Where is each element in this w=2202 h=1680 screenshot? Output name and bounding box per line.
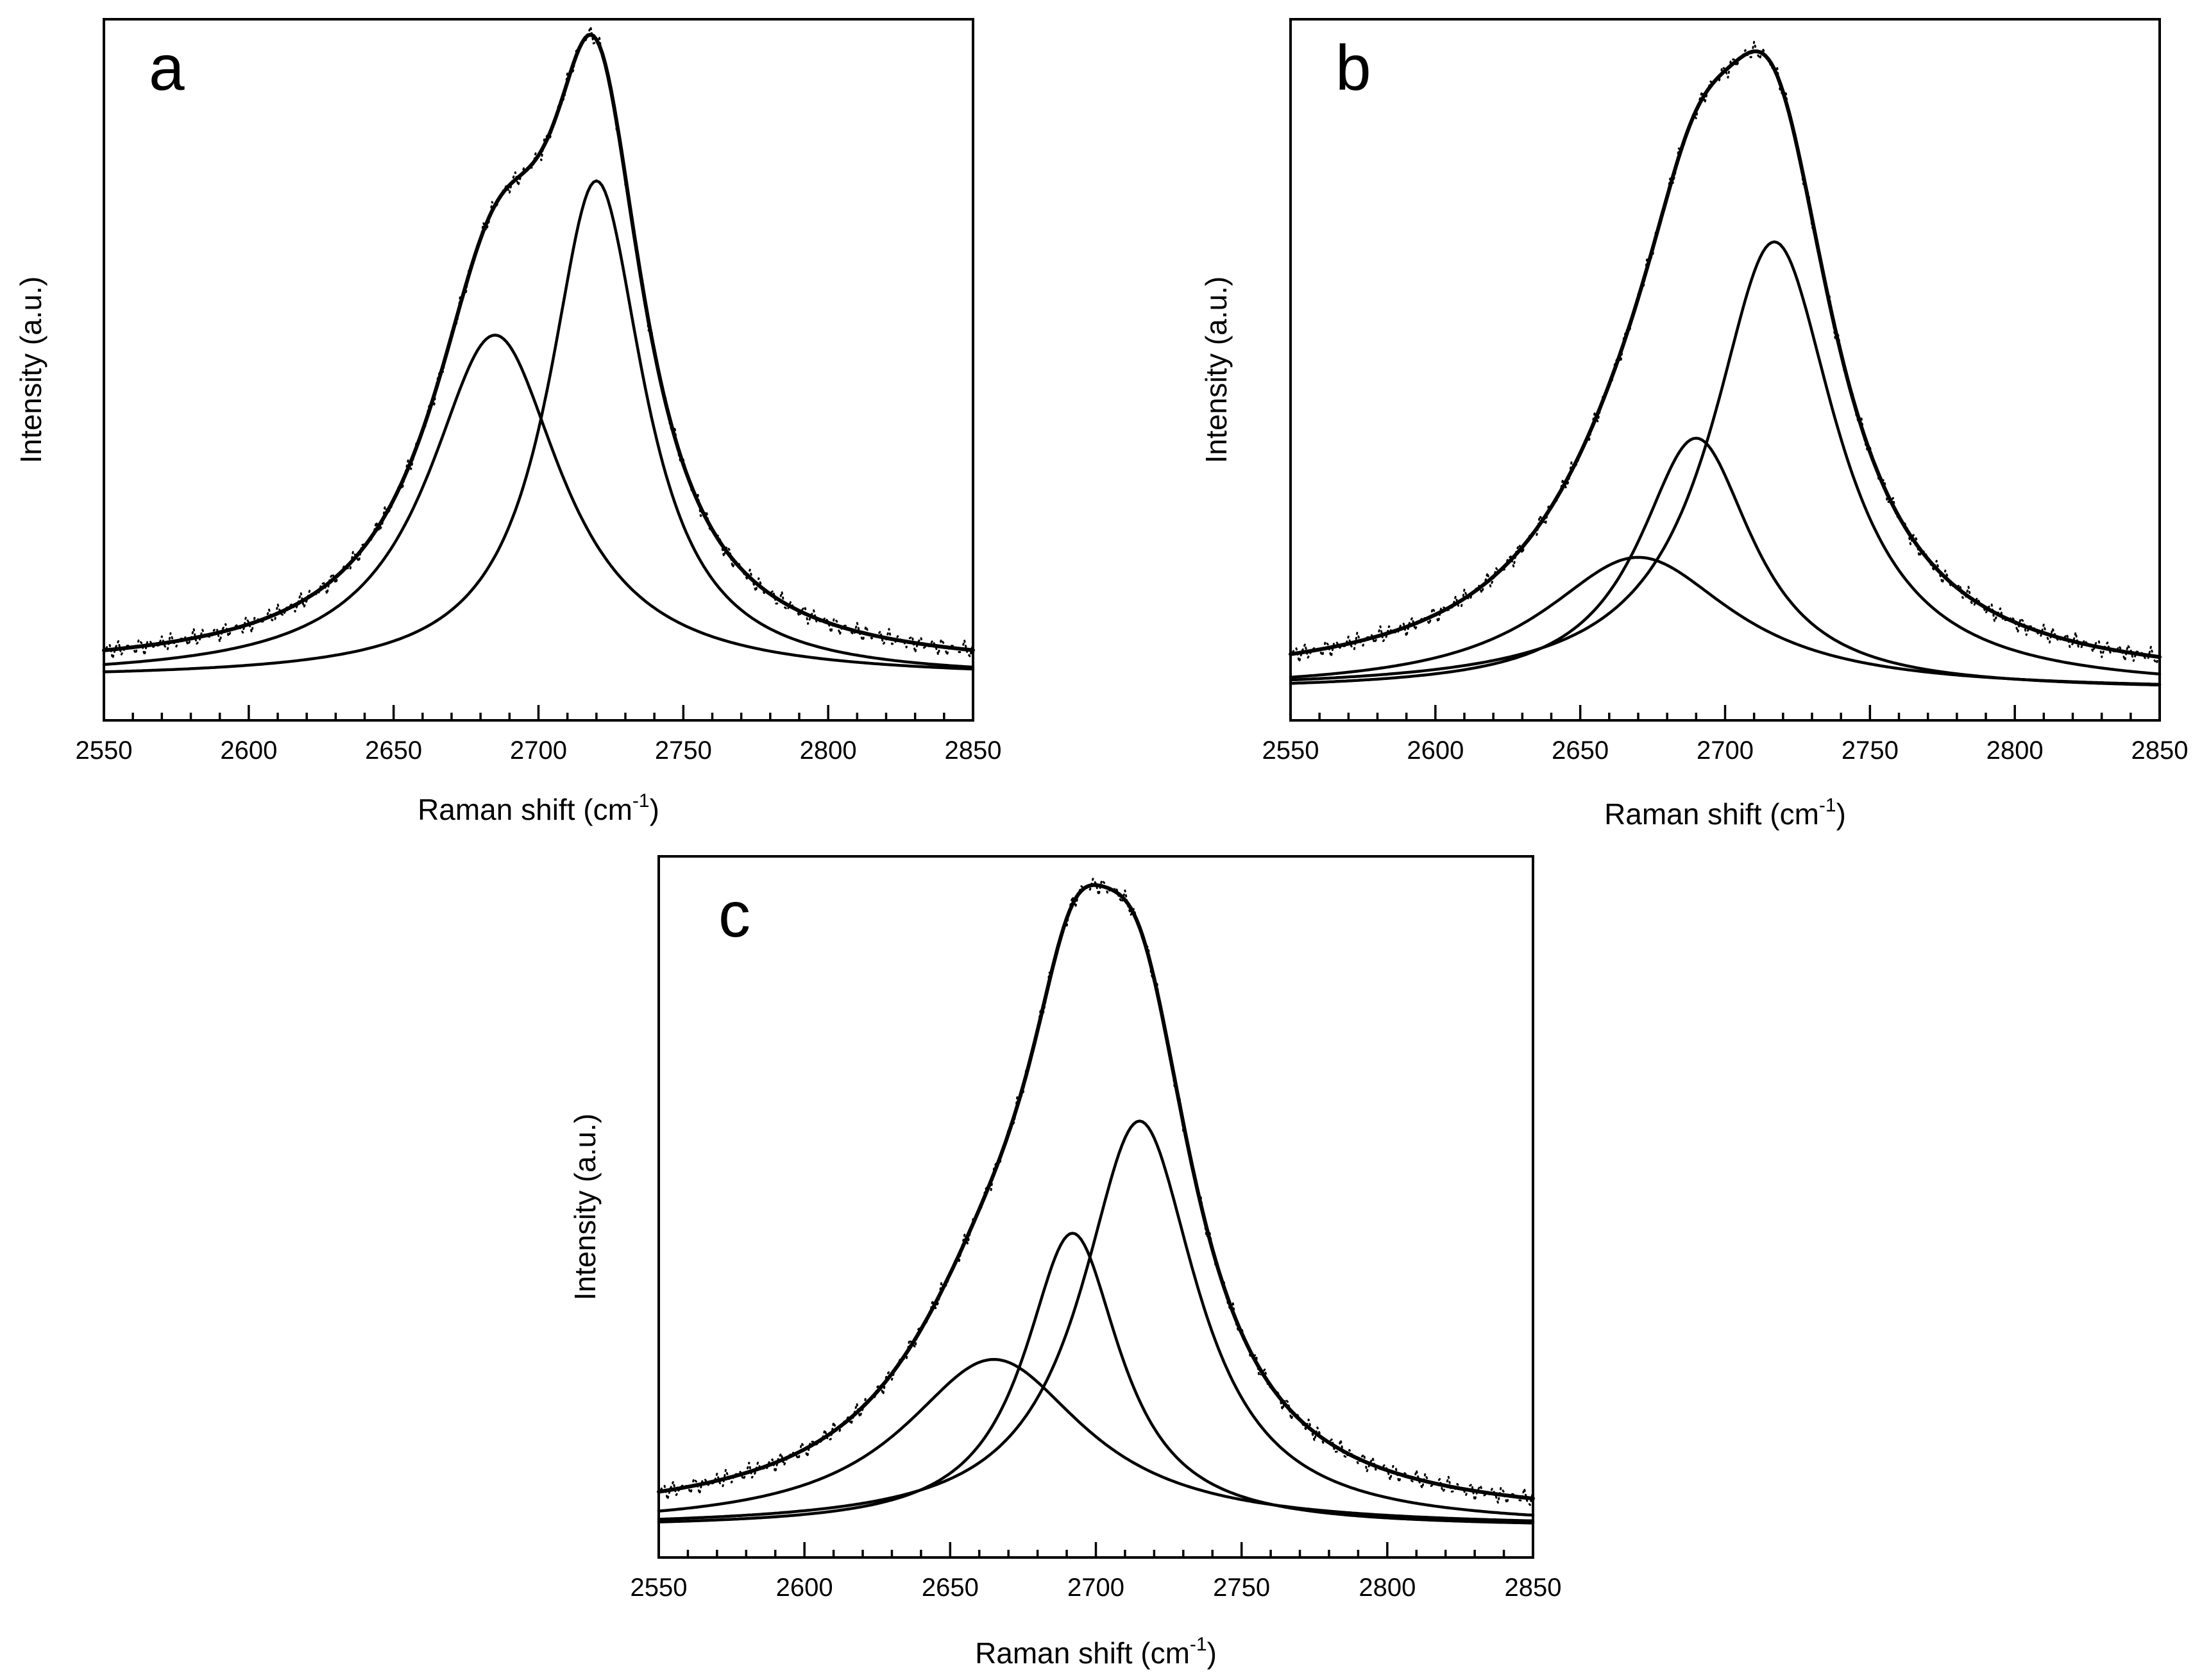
b-x-tick-label-2800: 2800	[1986, 736, 2044, 765]
b-x-tick-label-2650: 2650	[1552, 736, 1609, 765]
a-x-tick-label-2700: 2700	[510, 736, 567, 765]
panel-a-plot-frame	[103, 18, 974, 722]
a-x-tick-label-2550: 2550	[76, 736, 133, 765]
panel-b-x-axis-label-close: )	[1836, 797, 1846, 831]
panel-a-x-axis-label-sup: -1	[632, 790, 650, 811]
panel-b-y-axis-label: Intensity (a.u.)	[1199, 276, 1233, 463]
panel-a-x-ticks	[103, 705, 974, 720]
a-x-tick-label-2750: 2750	[655, 736, 712, 765]
a-x-tick-label-2650: 2650	[365, 736, 422, 765]
panel-c-x-axis-label: Raman shift (cm-1)	[975, 1634, 1217, 1670]
a-series-cumulative-fit	[102, 33, 975, 652]
c-x-tick-label-2700: 2700	[1067, 1574, 1124, 1602]
panel-a-curves	[102, 26, 975, 674]
panel-a-x-tick-labels: 2550 2600 2650 2700 2750 2800 2850	[76, 736, 1002, 765]
panel-a-x-axis-label-main: Raman shift (cm	[418, 793, 632, 826]
a-x-tick-label-2800: 2800	[800, 736, 857, 765]
b-x-tick-label-2600: 2600	[1407, 736, 1464, 765]
panel-b-plot-frame	[1289, 18, 2161, 722]
c-series-component-2	[657, 1232, 1535, 1525]
b-series-component-2	[1289, 436, 2162, 687]
c-series-experimental	[657, 878, 1534, 1506]
panel-c: 2550 2600 2650 2700 2750 2800 2850 c Raman shi…	[568, 855, 1562, 1670]
panel-a-x-axis-label-close: )	[650, 793, 659, 826]
panel-c-y-axis-label: Intensity (a.u.)	[568, 1114, 602, 1300]
panel-c-x-axis-label-close: )	[1207, 1636, 1217, 1670]
b-x-tick-label-2850: 2850	[2131, 736, 2189, 765]
b-x-tick-label-2550: 2550	[1262, 736, 1319, 765]
panel-a-letter: a	[149, 32, 185, 104]
panel-c-letter: c	[718, 879, 750, 951]
panel-a-x-axis-label: Raman shift (cm-1)	[418, 790, 659, 826]
panel-c-plot-frame	[657, 855, 1534, 1559]
b-series-experimental	[1289, 40, 2161, 665]
panel-c-curves	[657, 878, 1535, 1525]
a-series-component-2	[102, 179, 975, 674]
panel-c-x-axis-label-sup: -1	[1190, 1634, 1207, 1655]
c-x-tick-label-2750: 2750	[1213, 1574, 1270, 1602]
a-series-experimental	[103, 26, 974, 659]
panel-b-x-axis-label-main: Raman shift (cm	[1604, 797, 1819, 831]
a-x-tick-label-2600: 2600	[220, 736, 277, 765]
b-x-tick-label-2700: 2700	[1697, 736, 1754, 765]
panel-b: 2550 2600 2650 2700 2750 2800 2850 b Raman shi…	[1199, 18, 2189, 831]
a-x-tick-label-2850: 2850	[945, 736, 1002, 765]
c-series-component-1	[657, 1357, 1535, 1523]
panel-a-y-axis-label: Intensity (a.u.)	[14, 276, 47, 463]
b-series-component-3	[1289, 240, 2162, 682]
c-series-component-3	[657, 1119, 1535, 1521]
panel-b-x-ticks	[1289, 705, 2161, 720]
panel-b-x-axis-label: Raman shift (cm-1)	[1604, 795, 1846, 831]
c-x-tick-label-2550: 2550	[631, 1574, 688, 1602]
c-x-tick-label-2600: 2600	[776, 1574, 833, 1602]
panel-c-x-ticks	[657, 1542, 1534, 1557]
c-x-tick-label-2800: 2800	[1359, 1574, 1416, 1602]
panel-b-x-axis-label-sup: -1	[1819, 795, 1836, 816]
panel-c-x-axis-label-main: Raman shift (cm	[975, 1636, 1190, 1670]
c-series-cumulative-fit	[657, 883, 1535, 1501]
c-x-tick-label-2650: 2650	[922, 1574, 979, 1602]
panel-b-curves	[1289, 40, 2162, 687]
panel-c-x-tick-labels: 2550 2600 2650 2700 2750 2800 2850	[631, 1574, 1562, 1602]
a-series-component-1	[102, 334, 975, 671]
b-x-tick-label-2750: 2750	[1842, 736, 1899, 765]
panel-b-x-tick-labels: 2550 2600 2650 2700 2750 2800 2850	[1262, 736, 2189, 765]
panel-b-letter: b	[1335, 32, 1371, 104]
b-series-cumulative-fit	[1289, 49, 2162, 659]
panel-a: 2550 2600 2650 2700 2750 2800 2850 a Raman shi…	[14, 18, 1002, 826]
c-x-tick-label-2850: 2850	[1505, 1574, 1562, 1602]
